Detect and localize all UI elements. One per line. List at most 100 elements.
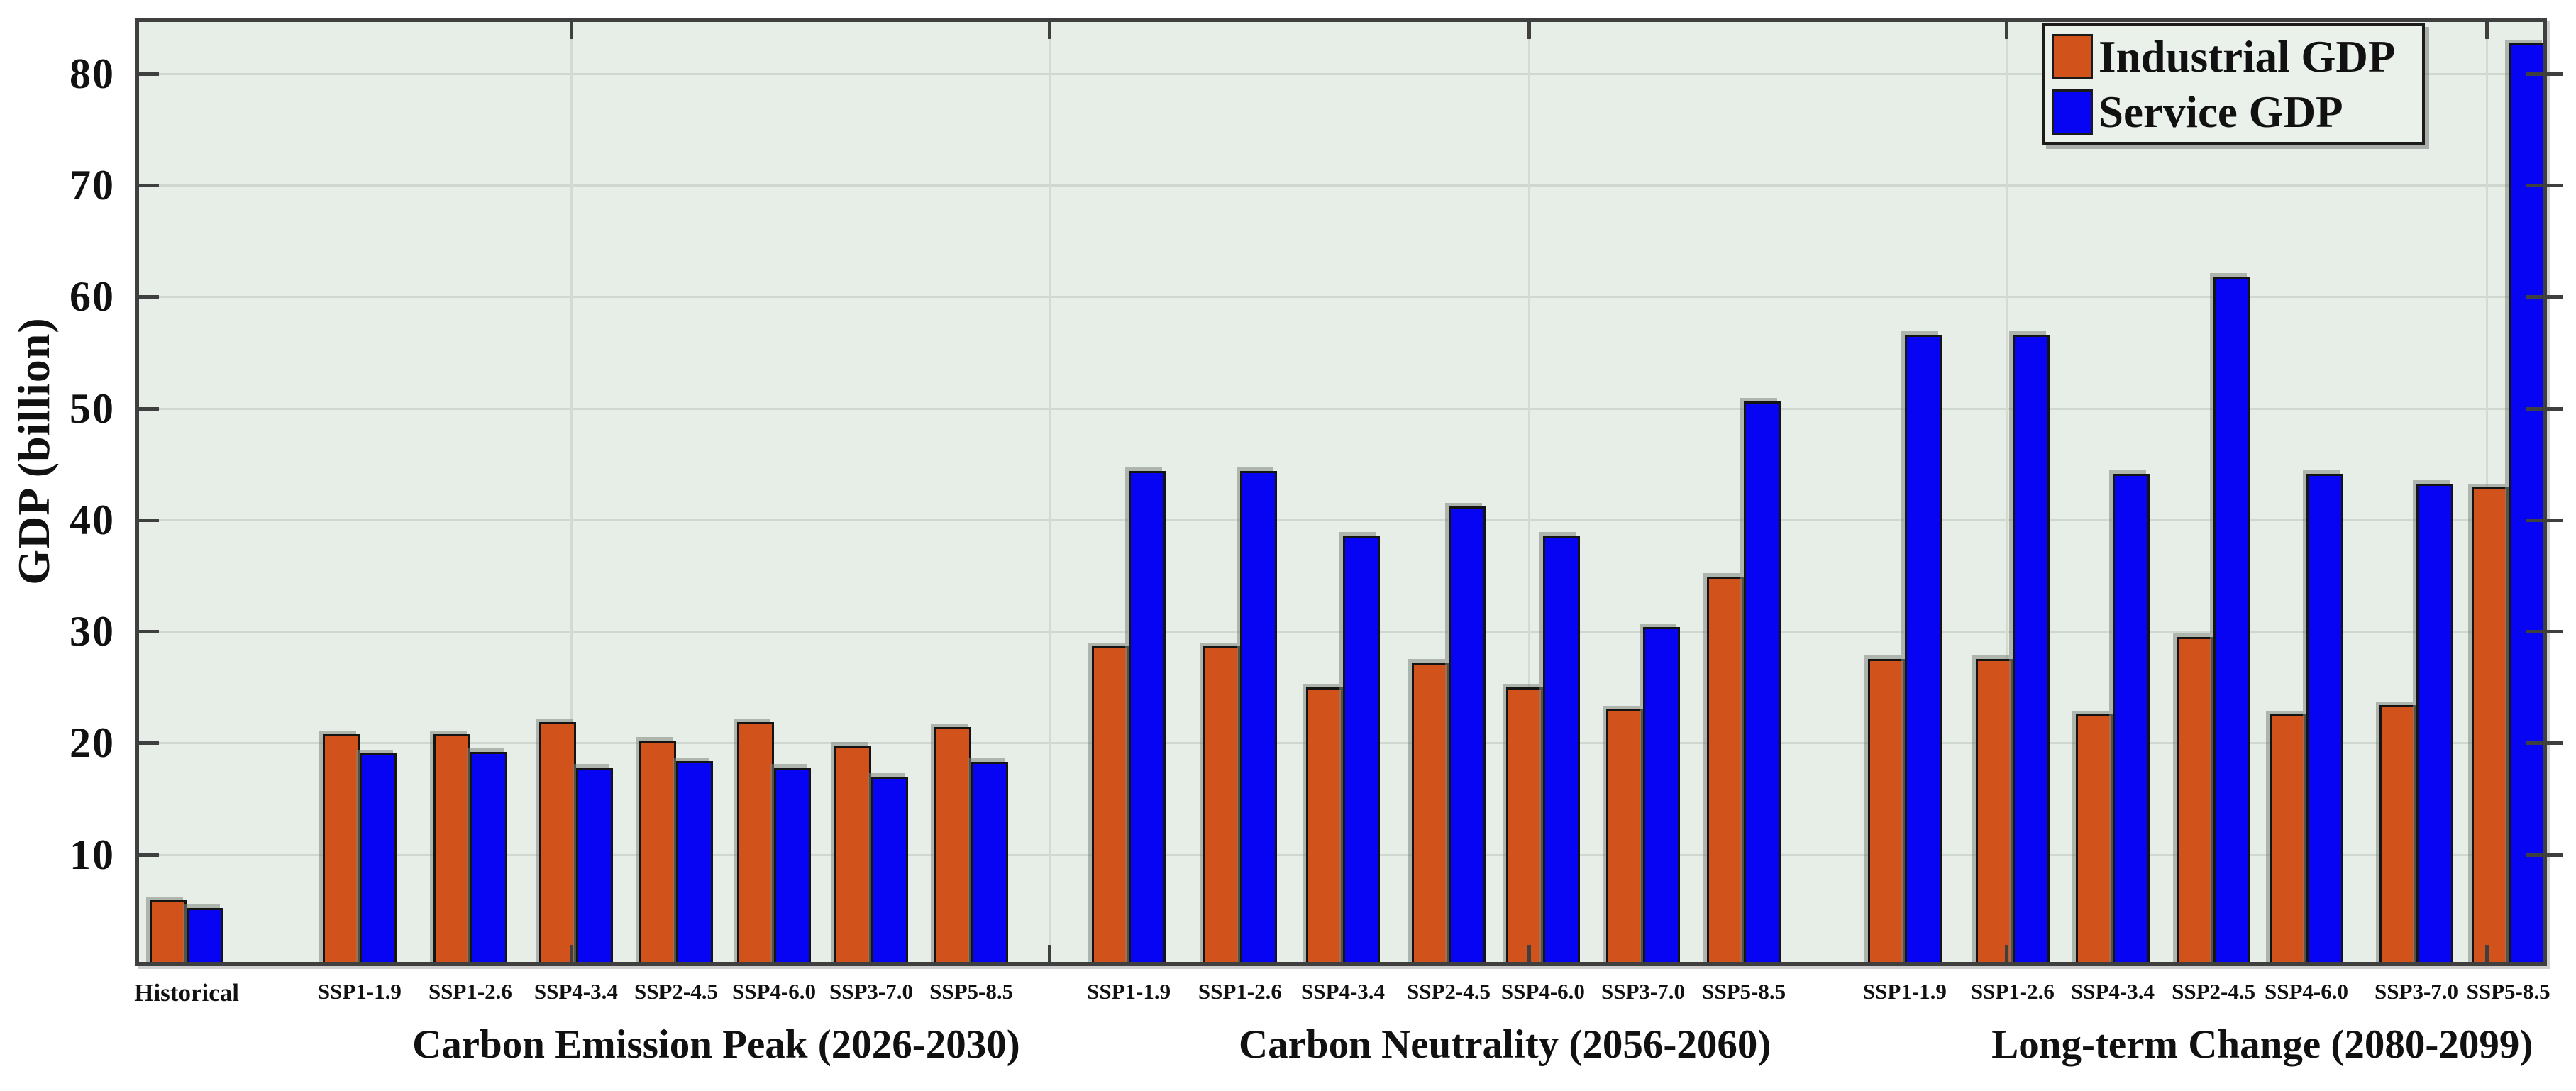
category-label: SSP1-1.9 [1087,979,1171,1004]
x-tick-bottom [1527,945,1532,966]
x-tick-top [2485,18,2489,39]
category-label: SSP2-4.5 [2172,979,2256,1004]
bar-industrial [737,721,774,966]
bar-service [1904,334,1942,966]
y-tick-label: 50 [70,384,115,432]
category-label: SSP4-6.0 [732,979,816,1004]
y-gridline [135,296,2547,299]
bar-industrial [2379,704,2417,966]
category-label: Historical [134,979,239,1007]
bar-industrial [538,721,576,966]
bar-industrial [934,727,972,966]
category-label: SSP4-6.0 [1500,979,1585,1004]
bar-service [774,768,811,966]
category-label: SSP4-3.4 [534,979,618,1004]
bar-industrial [834,745,872,966]
bar-service [2508,43,2545,966]
y-tick-right [2526,406,2563,411]
legend: Industrial GDP Service GDP [2042,23,2425,145]
x-gridline [1048,18,1051,966]
y-tick-left [135,630,159,634]
x-tick-bottom [1047,945,1051,966]
bar-industrial [433,733,470,966]
y-tick-label: 60 [70,273,115,321]
bar-industrial [150,900,187,966]
bar-service [187,908,224,966]
x-tick-bottom [570,945,574,966]
group-title: Long-term Change (2080-2099) [1991,1022,2533,1067]
x-tick-top [1527,18,1532,39]
bar-industrial [322,733,360,966]
bar-industrial [2177,636,2214,966]
bar-industrial [639,741,676,966]
bar-service [1643,626,1681,966]
bar-service [2012,334,2050,966]
category-label: SSP5-8.5 [2466,979,2550,1004]
x-gridline [1528,18,1531,966]
industrial-gdp-swatch-icon [2052,34,2093,79]
y-tick-right [2526,630,2563,634]
legend-item-industrial: Industrial GDP [2052,31,2395,82]
y-tick-label: 30 [70,608,115,655]
bar-industrial [1203,646,1240,966]
bar-service [2306,474,2344,966]
category-label: SSP5-8.5 [1702,979,1786,1004]
category-label: SSP5-8.5 [929,979,1014,1004]
category-label: SSP3-7.0 [829,979,914,1004]
bar-industrial [1411,663,1449,966]
bar-industrial [1306,687,1344,966]
y-gridline [135,407,2547,410]
y-tick-left [135,518,159,522]
group-title: Carbon Neutrality (2056-2060) [1238,1022,1771,1067]
bar-service [1542,535,1580,966]
legend-label-industrial: Industrial GDP [2099,32,2396,82]
bar-industrial [1975,659,2013,966]
category-label: SSP4-6.0 [2265,979,2349,1004]
bar-service [2213,276,2251,966]
y-tick-right [2526,518,2563,522]
bar-industrial [1092,646,1129,966]
category-label: SSP4-3.4 [1301,979,1386,1004]
bar-service [971,762,1009,966]
y-tick-label: 10 [70,831,115,878]
service-gdp-swatch-icon [2052,89,2093,135]
category-label: SSP2-4.5 [634,979,718,1004]
bar-industrial [1867,659,1905,966]
y-tick-right [2526,295,2563,299]
x-tick-top [570,18,574,39]
y-gridline [135,72,2547,75]
bar-industrial [2471,487,2509,966]
y-tick-left [135,183,159,187]
category-label: SSP1-2.6 [428,979,512,1004]
bar-industrial [2076,714,2113,966]
bar-industrial [2270,714,2307,966]
bar-service [359,753,397,966]
bar-service [871,776,909,966]
bar-service [2113,474,2150,966]
y-tick-label: 20 [70,719,115,767]
y-tick-right [2526,853,2563,857]
y-tick-left [135,853,159,857]
legend-item-service: Service GDP [2052,87,2343,138]
bar-service [1744,401,1781,966]
category-label: SSP2-4.5 [1406,979,1491,1004]
y-tick-left [135,295,159,299]
y-gridline [135,184,2547,187]
legend-label-service: Service GDP [2099,87,2343,137]
bar-industrial [1505,687,1543,966]
y-tick-right [2526,741,2563,746]
y-gridline [135,631,2547,633]
y-gridline [135,519,2547,521]
bar-service [675,760,713,966]
category-label: SSP4-3.4 [2071,979,2155,1004]
x-gridline [570,18,573,966]
y-tick-label: 80 [70,50,115,97]
bar-service [1448,506,1486,966]
bar-service [470,751,507,966]
category-label: SSP1-1.9 [1862,979,1947,1004]
category-label: SSP1-2.6 [1198,979,1282,1004]
bar-service [1129,470,1166,966]
x-tick-bottom [2005,945,2009,966]
bar-service [2416,484,2454,966]
